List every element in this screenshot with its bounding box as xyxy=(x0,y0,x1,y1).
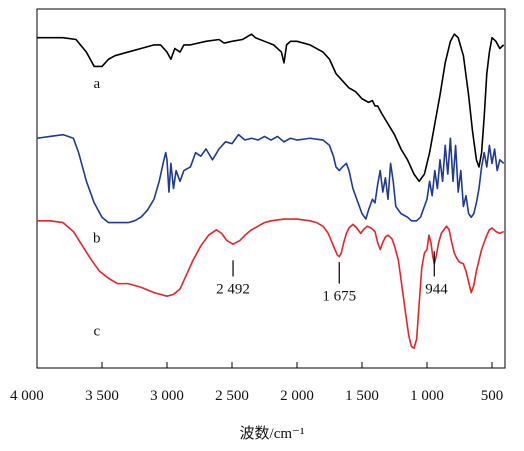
x-tick-label: 3 000 xyxy=(150,388,184,404)
series-line-a xyxy=(37,33,505,183)
x-tick-label: 2 500 xyxy=(215,388,249,404)
peak-label: 2 492 xyxy=(216,281,250,297)
x-tick-label: 500 xyxy=(481,388,504,404)
curve-labels: a b c xyxy=(93,76,101,340)
plot-frame xyxy=(36,8,506,369)
series-layer xyxy=(36,33,505,350)
curve-label-b: b xyxy=(93,230,101,246)
series-line-b xyxy=(36,133,505,224)
curve-label-c: c xyxy=(93,324,100,340)
peak-label: 944 xyxy=(425,281,448,297)
x-axis: 4 000 3 500 3 000 2 500 2 000 1 500 1 000 500 xyxy=(10,362,503,404)
series-line-c xyxy=(37,218,505,350)
x-tick-label: 2 000 xyxy=(280,388,314,404)
x-tick-label: 3 500 xyxy=(85,388,119,404)
x-tick-label: 1 000 xyxy=(410,388,444,404)
peak-annotations: 2 492 1 675 944 xyxy=(216,251,448,305)
peak-label: 1 675 xyxy=(322,289,356,305)
curve-label-a: a xyxy=(93,76,100,92)
x-tick-label: 1 500 xyxy=(345,388,379,404)
x-axis-label: 波数/cm⁻¹ xyxy=(240,425,305,442)
x-tick-label: 4 000 xyxy=(10,388,44,404)
plot-border xyxy=(36,8,506,369)
